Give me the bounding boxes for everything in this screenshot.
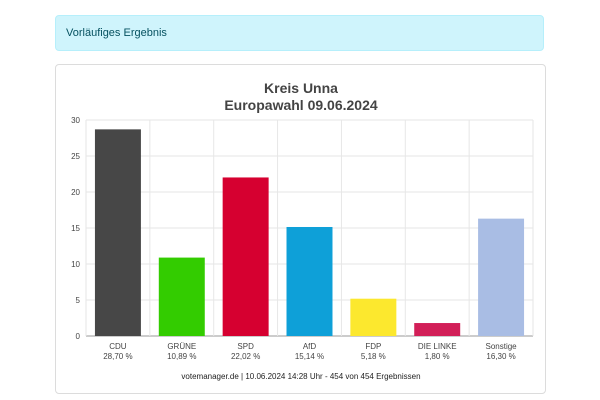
x-value-label: 16,30 % xyxy=(486,352,515,361)
bars xyxy=(94,129,525,336)
chart-footer: votemanager.de | 10.06.2024 14:28 Uhr - … xyxy=(181,372,420,381)
y-tick-label: 20 xyxy=(71,188,80,197)
bar-chart: Kreis Unna Europawahl 09.06.2024 0 5 10 15 2… xyxy=(71,80,534,381)
x-category-label: CDU xyxy=(109,342,127,351)
x-category-label: FDP xyxy=(365,342,381,351)
x-category-label: SPD xyxy=(237,342,254,351)
alert-text: Vorläufiges Ergebnis xyxy=(66,27,167,39)
chart-card: Kreis Unna Europawahl 09.06.2024 0 5 10 15 2… xyxy=(55,64,546,394)
x-value-label: 15,14 % xyxy=(295,352,324,361)
x-category-label: DIE LINKE xyxy=(418,342,457,351)
bar-cdu xyxy=(94,129,141,336)
status-alert: Vorläufiges Ergebnis xyxy=(55,15,544,51)
x-value-label: 28,70 % xyxy=(103,352,132,361)
y-tick-label: 5 xyxy=(76,296,81,305)
bar-spd xyxy=(222,177,269,336)
chart-subtitle: Europawahl 09.06.2024 xyxy=(224,97,378,113)
y-tick-label: 0 xyxy=(76,332,81,341)
chart-title: Kreis Unna xyxy=(264,80,338,96)
bar-afd xyxy=(286,226,333,336)
bar-die-linke xyxy=(414,323,461,336)
bar-sonstige xyxy=(478,218,525,336)
x-category-label: Sonstige xyxy=(486,342,518,351)
x-category-label: AfD xyxy=(303,342,317,351)
y-tick-label: 10 xyxy=(71,260,80,269)
x-category-label: GRÜNE xyxy=(167,342,196,351)
y-tick-label: 25 xyxy=(71,152,80,161)
bar-fdp xyxy=(350,298,397,336)
x-value-label: 22,02 % xyxy=(231,352,260,361)
x-value-label: 1,80 % xyxy=(425,352,450,361)
y-tick-label: 30 xyxy=(71,116,80,125)
x-value-label: 10,89 % xyxy=(167,352,196,361)
x-value-label: 5,18 % xyxy=(361,352,386,361)
y-tick-label: 15 xyxy=(71,224,80,233)
bar-grüne xyxy=(158,257,205,336)
